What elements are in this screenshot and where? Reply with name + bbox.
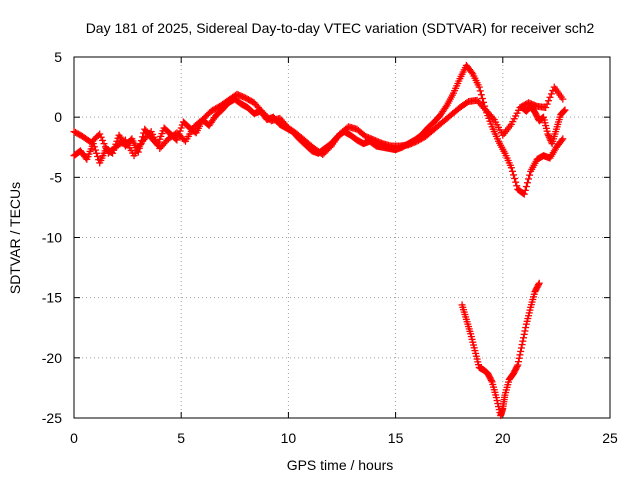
data-point — [521, 327, 529, 335]
data-point — [525, 175, 533, 183]
data-point — [535, 281, 543, 289]
data-point — [90, 143, 98, 151]
y-tick-labels: 5 0 -5 -10 -15 -20 -25 — [42, 49, 62, 426]
data-point — [545, 97, 553, 105]
data-point — [560, 108, 568, 116]
axis-ticks — [73, 56, 611, 419]
data-point — [173, 136, 181, 144]
data-point — [520, 334, 528, 342]
data-point — [93, 149, 101, 157]
data-point — [561, 106, 569, 114]
data-point — [476, 87, 484, 95]
data-point — [96, 130, 104, 138]
data-point — [475, 83, 483, 91]
x-tick-label: 10 — [281, 430, 297, 446]
chart-title: Day 181 of 2025, Sidereal Day-to-day VTE… — [86, 20, 595, 36]
data-point — [519, 337, 527, 345]
data-point — [518, 341, 526, 349]
x-tick-label: 5 — [177, 430, 185, 446]
data-point — [543, 100, 551, 108]
data-point — [177, 124, 185, 132]
data-point — [523, 179, 531, 187]
data-point — [517, 347, 525, 355]
x-tick-label: 0 — [70, 430, 78, 446]
y-tick-label: -5 — [50, 169, 63, 185]
data-point — [526, 171, 534, 179]
data-point — [522, 324, 530, 332]
y-tick-label: -10 — [42, 230, 62, 246]
data-point — [521, 186, 529, 194]
data-point — [545, 133, 553, 141]
data-point — [507, 164, 515, 172]
data-point — [487, 376, 495, 384]
data-point — [545, 132, 553, 140]
y-tick-label: 5 — [54, 49, 62, 65]
data-point — [442, 103, 450, 111]
data-point — [559, 95, 567, 103]
data-point — [517, 344, 525, 352]
data-point — [489, 114, 497, 122]
data-point — [558, 136, 566, 144]
data-point — [91, 146, 99, 154]
data-point — [513, 362, 521, 370]
data-point — [477, 91, 485, 99]
data-point — [510, 171, 518, 179]
data-point — [542, 104, 550, 112]
y-tick-label: -15 — [42, 290, 62, 306]
data-point — [535, 279, 543, 287]
data-point — [97, 133, 105, 141]
x-tick-labels: 0 5 10 15 20 25 — [70, 430, 618, 446]
data-point — [560, 107, 568, 115]
data-point — [493, 397, 501, 405]
data-point — [522, 183, 530, 191]
data-point — [512, 178, 520, 186]
x-tick-label: 15 — [388, 430, 404, 446]
data-point — [101, 143, 109, 151]
data-point — [508, 167, 516, 175]
y-tick-label: 0 — [54, 109, 62, 125]
data-point — [544, 130, 552, 138]
data-point — [546, 93, 554, 101]
data-point — [492, 394, 500, 402]
x-axis-label: GPS time / hours — [287, 457, 394, 473]
data-point — [478, 95, 486, 103]
y-tick-label: -25 — [42, 410, 62, 426]
data-point — [513, 182, 521, 190]
y-tick-label: -20 — [42, 350, 62, 366]
x-tick-label: 25 — [602, 430, 618, 446]
data-point — [94, 152, 102, 160]
data-point — [468, 68, 476, 76]
y-axis-label: SDTVAR / TECUs — [7, 182, 23, 294]
data-point — [514, 361, 522, 369]
data-point — [516, 351, 524, 359]
x-tick-label: 20 — [495, 430, 511, 446]
data-point — [511, 175, 519, 183]
data-point — [547, 90, 555, 98]
data-point — [559, 135, 567, 143]
data-point — [99, 136, 107, 144]
data-point — [520, 330, 528, 338]
grid-lines — [74, 57, 610, 418]
data-point — [515, 358, 523, 366]
data-point — [520, 190, 528, 198]
data-point — [100, 140, 108, 148]
data-marks — [70, 61, 569, 420]
data-point — [515, 354, 523, 362]
